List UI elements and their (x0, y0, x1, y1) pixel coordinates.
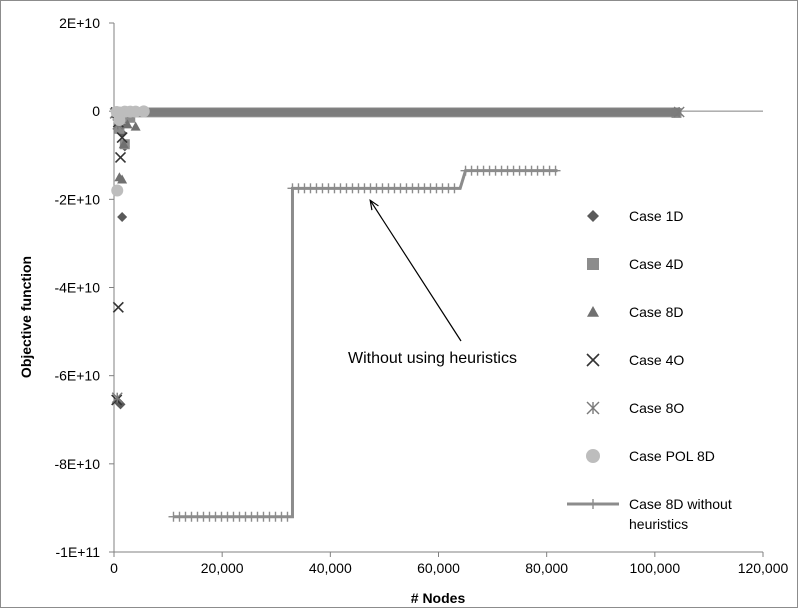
asterisk-marker (111, 392, 123, 404)
x-marker-stroke (116, 132, 128, 144)
square-marker (114, 123, 125, 134)
square-marker (587, 258, 599, 270)
y-axis-label: Objective function (18, 256, 34, 378)
legend-label: Case 4O (629, 352, 684, 368)
legend-label: Case 8D without heuristics (629, 496, 732, 532)
legend-label: Case 4D (629, 256, 683, 272)
series-case-8d-without-heuristics (168, 165, 561, 522)
asterisk-marker (673, 106, 685, 118)
plot-area (109, 105, 685, 522)
legend-item: Case 1D (587, 208, 683, 224)
circle-marker (111, 184, 124, 197)
triangle-marker (587, 306, 599, 317)
x-axis-label: # Nodes (411, 590, 466, 606)
plus-marker (282, 511, 293, 522)
legend-item: Case 8O (586, 400, 684, 416)
legend-item: Case 4D (587, 256, 683, 272)
plus-marker (449, 183, 460, 194)
plus-marker (588, 499, 598, 509)
diamond-marker (117, 211, 128, 222)
triangle-marker (118, 139, 129, 149)
x-marker-stroke (112, 301, 124, 313)
triangle-marker (130, 121, 141, 131)
series-case-1d (112, 108, 130, 410)
x-tick-label: 80,000 (525, 560, 568, 576)
annotation-arrow-head (369, 199, 379, 211)
y-tick-label: -2E+10 (54, 191, 100, 207)
x-marker (116, 132, 128, 144)
y-tick-label: 0 (92, 103, 100, 119)
legend-item: Case POL 8D (586, 448, 715, 464)
legend-label: Case 1D (629, 208, 683, 224)
step-line (173, 169, 558, 519)
triangle-marker (117, 174, 128, 184)
square-marker (125, 112, 136, 123)
triangle-marker (122, 119, 133, 129)
x-tick-label: 0 (110, 560, 118, 576)
y-tick-label: -8E+10 (54, 456, 100, 472)
diamond-marker (587, 210, 599, 222)
ticks: 2E+10 0 -2E+10 -4E+10 -6E+10 -8E+10 -1E+11 0 20,… (54, 15, 788, 576)
x-tick-label: 120,000 (738, 560, 789, 576)
circle-marker (137, 105, 150, 118)
y-tick-label: -4E+10 (54, 280, 100, 296)
x-tick-label: 20,000 (201, 560, 244, 576)
asterisk-marker (586, 401, 600, 415)
legend-label: Case 8D (629, 304, 683, 320)
x-tick-label: 40,000 (309, 560, 352, 576)
axes (113, 23, 763, 553)
circle-marker (586, 449, 600, 463)
x-marker-stroke (586, 353, 600, 367)
x-marker (112, 301, 124, 313)
legend: Case 1D Case 4D Case 8D Case 4O Case 8O Case … (567, 208, 732, 532)
legend-label: Case 8O (629, 400, 684, 416)
legend-item: Case 8D (587, 304, 683, 320)
annotation: Without using heuristics (348, 199, 517, 367)
legend-item: Case 4O (586, 352, 684, 368)
legend-label: Case POL 8D (629, 448, 715, 464)
annotation-text: Without using heuristics (348, 350, 517, 367)
x-tick-label: 100,000 (630, 560, 681, 576)
x-marker (586, 353, 600, 367)
series-case-pol-8d (110, 105, 150, 197)
circle-marker (113, 113, 126, 126)
y-tick-label: -1E+11 (56, 544, 101, 560)
x-marker (114, 151, 127, 164)
x-marker-stroke (114, 151, 127, 164)
legend-item: Case 8D without heuristics (567, 496, 732, 532)
annotation-arrow-line (369, 199, 462, 342)
y-tick-label: 2E+10 (59, 15, 100, 31)
y-tick-label: -6E+10 (54, 368, 100, 384)
plus-marker (550, 165, 561, 176)
x-tick-label: 60,000 (417, 560, 460, 576)
